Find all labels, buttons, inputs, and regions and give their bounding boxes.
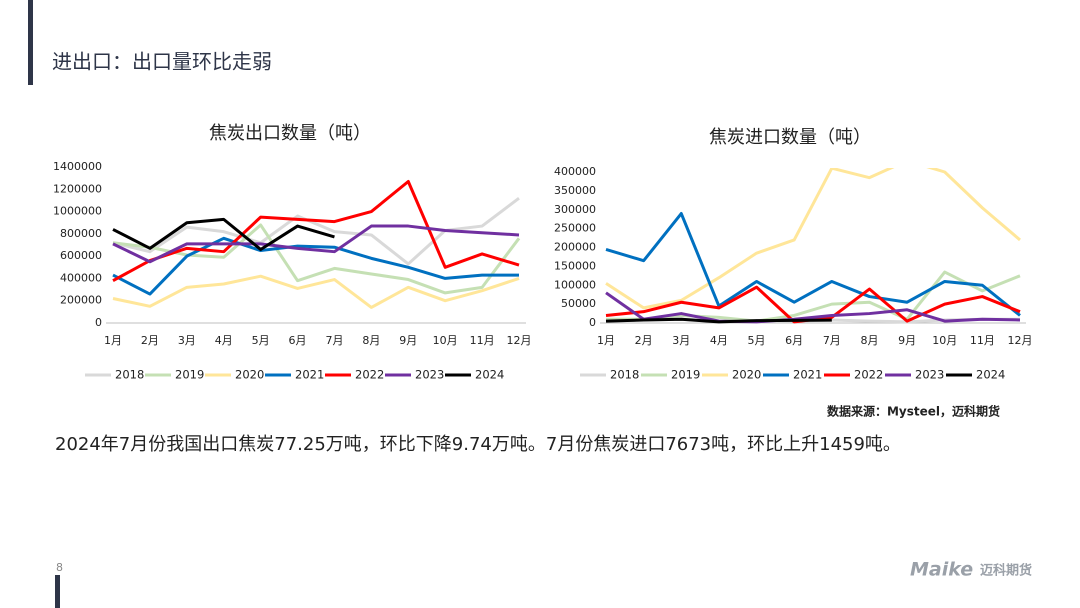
series-line bbox=[112, 223, 521, 295]
chart-title: 焦炭出口数量（吨） bbox=[209, 123, 371, 144]
y-tick-label: 300000 bbox=[554, 203, 596, 216]
legend-label: 2020 bbox=[732, 368, 761, 382]
x-tick-label: 2月 bbox=[141, 334, 159, 347]
y-tick-label: 1000000 bbox=[53, 205, 102, 218]
y-tick-label: 0 bbox=[589, 316, 596, 329]
x-tick-label: 6月 bbox=[785, 334, 803, 347]
x-tick-label: 4月 bbox=[215, 334, 233, 347]
series-line bbox=[112, 179, 520, 282]
x-tick-label: 1月 bbox=[104, 334, 122, 347]
y-tick-label: 600000 bbox=[60, 249, 102, 262]
series-line bbox=[112, 274, 520, 309]
x-tick-label: 5月 bbox=[252, 334, 270, 347]
y-tick-label: 150000 bbox=[554, 259, 596, 272]
x-tick-label: 10月 bbox=[433, 334, 458, 347]
x-tick-label: 2月 bbox=[635, 334, 653, 347]
x-tick-label: 12月 bbox=[507, 334, 532, 347]
legend-label: 2018 bbox=[610, 368, 639, 382]
y-tick-label: 400000 bbox=[60, 271, 102, 284]
legend-label: 2024 bbox=[976, 368, 1005, 382]
x-tick-label: 3月 bbox=[672, 334, 690, 347]
legend-label: 2022 bbox=[355, 368, 384, 382]
series-line bbox=[605, 317, 832, 324]
y-tick-label: 350000 bbox=[554, 184, 596, 197]
y-tick-label: 800000 bbox=[60, 227, 102, 240]
page-number: 8 bbox=[56, 561, 63, 574]
y-tick-label: 1200000 bbox=[53, 182, 102, 195]
y-tick-label: 400000 bbox=[554, 165, 596, 178]
series-line bbox=[112, 217, 335, 251]
legend-label: 2018 bbox=[115, 368, 144, 382]
x-tick-label: 3月 bbox=[178, 334, 196, 347]
legend-label: 2022 bbox=[854, 368, 883, 382]
legend-label: 2021 bbox=[793, 368, 822, 382]
legend-label: 2023 bbox=[415, 368, 444, 382]
series-line bbox=[605, 168, 1021, 310]
x-tick-label: 1月 bbox=[597, 334, 615, 347]
footer-bar bbox=[55, 575, 60, 608]
legend-label: 2019 bbox=[671, 368, 700, 382]
x-tick-label: 6月 bbox=[289, 334, 307, 347]
y-tick-label: 200000 bbox=[554, 241, 596, 254]
chart-title: 焦炭进口数量（吨） bbox=[709, 127, 871, 148]
x-tick-label: 10月 bbox=[932, 334, 957, 347]
slide-title: 进出口：出口量环比走弱 bbox=[52, 50, 272, 74]
series-line bbox=[112, 224, 520, 264]
x-tick-label: 4月 bbox=[710, 334, 728, 347]
x-tick-label: 11月 bbox=[470, 334, 495, 347]
series-line bbox=[112, 236, 519, 296]
y-tick-label: 50000 bbox=[561, 297, 596, 310]
x-tick-label: 8月 bbox=[860, 334, 878, 347]
x-tick-label: 9月 bbox=[399, 334, 417, 347]
series-line bbox=[606, 270, 1021, 323]
source: 数据来源：Mysteel，迈科期货 bbox=[827, 404, 1000, 419]
title-bar bbox=[28, 0, 33, 85]
y-tick-label: 100000 bbox=[554, 278, 596, 291]
x-tick-label: 12月 bbox=[1008, 334, 1033, 347]
y-tick-label: 250000 bbox=[554, 222, 596, 235]
logo-brand: Maike bbox=[910, 559, 973, 581]
x-tick-label: 9月 bbox=[898, 334, 916, 347]
caption: 2024年7月份我国出口焦炭77.25万吨，环比下降9.74万吨。7月份焦炭进口… bbox=[55, 434, 901, 455]
x-tick-label: 7月 bbox=[823, 334, 841, 347]
logo-name: 迈科期货 bbox=[980, 563, 1032, 579]
x-tick-label: 7月 bbox=[325, 334, 343, 347]
x-tick-label: 8月 bbox=[362, 334, 380, 347]
legend-label: 2023 bbox=[915, 368, 944, 382]
legend-label: 2021 bbox=[295, 368, 324, 382]
legend-label: 2020 bbox=[235, 368, 264, 382]
series-line bbox=[605, 212, 1021, 317]
y-tick-label: 1400000 bbox=[53, 160, 102, 173]
x-tick-label: 11月 bbox=[970, 334, 995, 347]
series-line bbox=[605, 291, 1021, 324]
legend-label: 2024 bbox=[475, 368, 504, 382]
y-tick-label: 200000 bbox=[60, 294, 102, 307]
y-tick-label: 0 bbox=[95, 316, 102, 329]
legend-label: 2019 bbox=[175, 368, 204, 382]
x-tick-label: 5月 bbox=[748, 334, 766, 347]
